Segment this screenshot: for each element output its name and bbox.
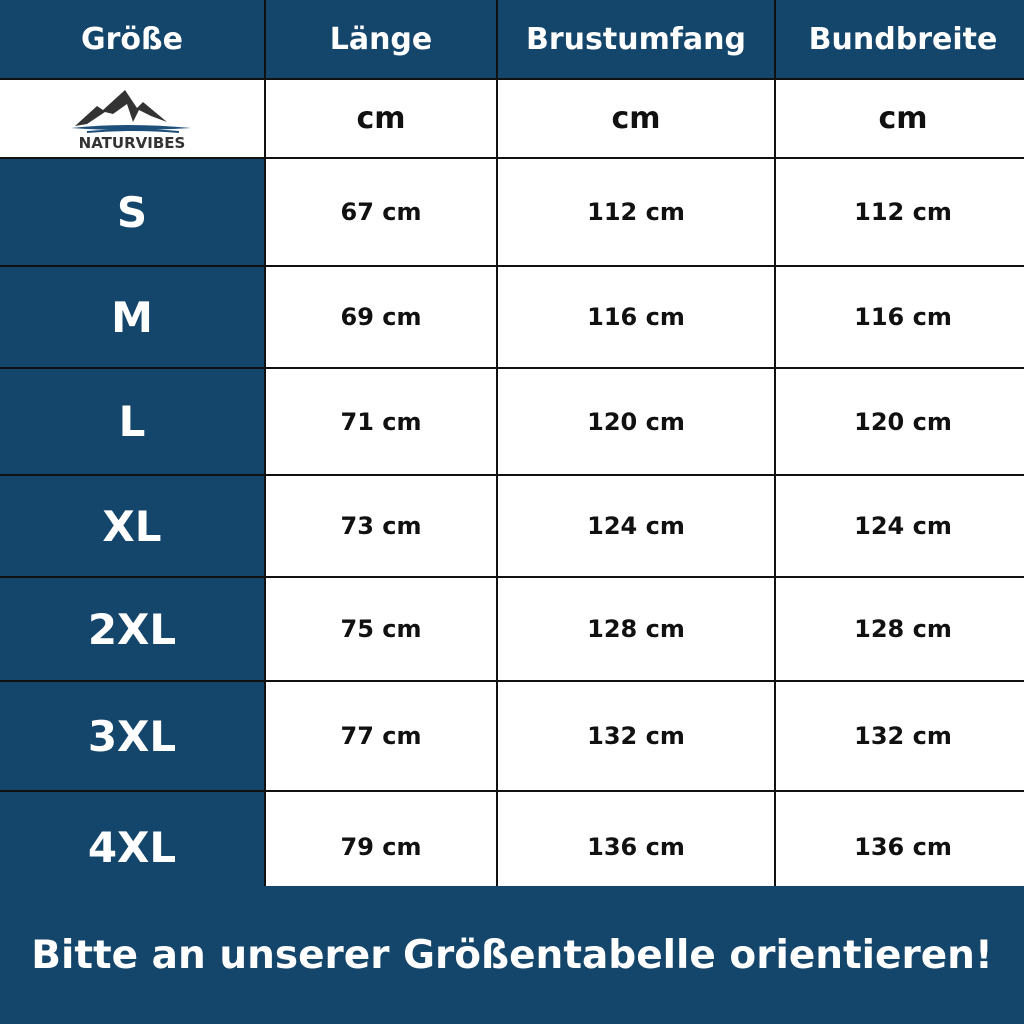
chest-value: 112 cm xyxy=(498,159,774,265)
size-label: S xyxy=(0,159,264,265)
unit-chest: cm xyxy=(498,80,774,157)
waist-value: 128 cm xyxy=(776,578,1024,680)
length-value: 69 cm xyxy=(266,267,496,367)
mountain-logo-icon: NATURVIBES xyxy=(71,89,191,150)
chest-value: 136 cm xyxy=(498,792,774,902)
header-length: Länge xyxy=(266,0,496,78)
size-label: XL xyxy=(0,476,264,576)
waist-value: 132 cm xyxy=(776,682,1024,790)
chest-value: 128 cm xyxy=(498,578,774,680)
waist-value: 124 cm xyxy=(776,476,1024,576)
size-label: 4XL xyxy=(0,792,264,902)
header-waist: Bundbreite xyxy=(776,0,1024,78)
size-label: 3XL xyxy=(0,682,264,790)
length-value: 73 cm xyxy=(266,476,496,576)
unit-waist: cm xyxy=(776,80,1024,157)
waist-value: 112 cm xyxy=(776,159,1024,265)
length-value: 71 cm xyxy=(266,369,496,474)
header-chest: Brustumfang xyxy=(498,0,774,78)
length-value: 67 cm xyxy=(266,159,496,265)
waist-value: 136 cm xyxy=(776,792,1024,902)
size-label: L xyxy=(0,369,264,474)
unit-length: cm xyxy=(266,80,496,157)
size-label: M xyxy=(0,267,264,367)
size-label: 2XL xyxy=(0,578,264,680)
size-table: Größe Länge Brustumfang Bundbreite NATUR… xyxy=(0,0,1024,902)
length-value: 79 cm xyxy=(266,792,496,902)
footer-note: Bitte an unserer Größentabelle orientier… xyxy=(0,886,1024,1024)
header-size: Größe xyxy=(0,0,264,78)
svg-text:NATURVIBES: NATURVIBES xyxy=(79,134,186,150)
waist-value: 116 cm xyxy=(776,267,1024,367)
waist-value: 120 cm xyxy=(776,369,1024,474)
length-value: 75 cm xyxy=(266,578,496,680)
chest-value: 132 cm xyxy=(498,682,774,790)
chest-value: 120 cm xyxy=(498,369,774,474)
chest-value: 124 cm xyxy=(498,476,774,576)
length-value: 77 cm xyxy=(266,682,496,790)
brand-logo: NATURVIBES xyxy=(0,80,264,157)
chest-value: 116 cm xyxy=(498,267,774,367)
